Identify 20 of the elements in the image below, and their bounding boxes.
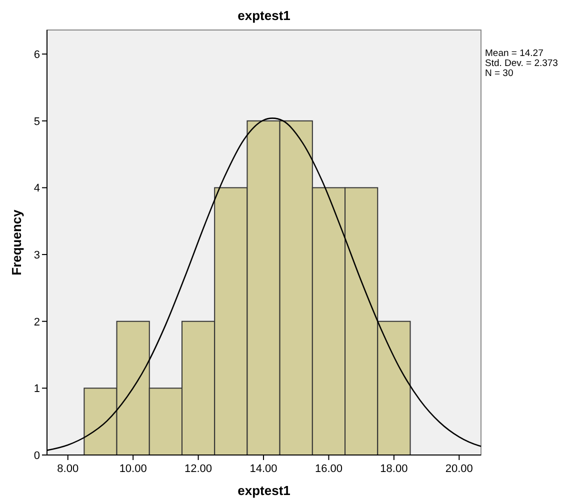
y-tick-label: 3 bbox=[34, 250, 40, 262]
text: Std. Dev. = 2.373 bbox=[485, 58, 558, 69]
x-tick-label: 16.00 bbox=[314, 463, 342, 475]
x-tick-label: 12.00 bbox=[184, 463, 212, 475]
x-tick-label: 14.00 bbox=[250, 463, 278, 475]
y-tick-label: 2 bbox=[34, 316, 40, 328]
x-tick-label: 10.00 bbox=[119, 463, 147, 475]
chart-title: exptest1 bbox=[238, 8, 290, 23]
y-axis-title: Frequency bbox=[9, 208, 24, 276]
y-tick-label: 5 bbox=[34, 116, 40, 128]
text: N = 30 bbox=[485, 68, 514, 79]
y-tick-label: 4 bbox=[34, 182, 40, 195]
x-tick-label: 8.00 bbox=[57, 463, 79, 475]
x-tick-label: 20.00 bbox=[445, 463, 473, 475]
y-tick-label: 1 bbox=[34, 383, 40, 396]
text: Mean = 14.27 bbox=[485, 48, 544, 59]
x-axis-title: exptest1 bbox=[238, 483, 290, 498]
x-tick-label: 18.00 bbox=[380, 463, 408, 475]
y-tick-label: 0 bbox=[34, 450, 40, 462]
y-tick-label: 6 bbox=[34, 49, 40, 62]
